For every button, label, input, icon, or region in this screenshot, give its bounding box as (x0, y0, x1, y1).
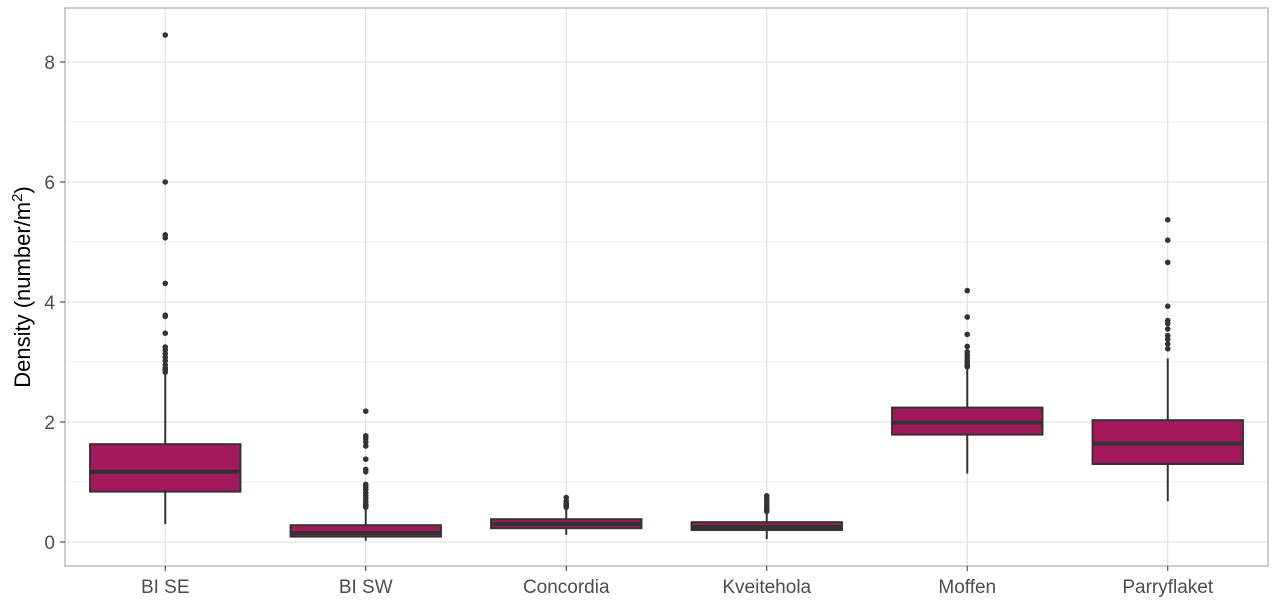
outlier-point (1164, 217, 1171, 223)
x-tick-label: BI SE (141, 577, 190, 598)
outlier-point (1164, 336, 1171, 343)
y-tick-label: 0 (44, 533, 55, 554)
outlier-point (763, 508, 770, 515)
box-group (89, 32, 242, 524)
outlier-point (1164, 303, 1171, 310)
outlier-point (964, 364, 971, 370)
y-tick-label: 4 (44, 293, 55, 314)
outlier-point (362, 456, 369, 463)
y-tick-label: 8 (44, 53, 55, 74)
outlier-point (162, 280, 169, 287)
y-axis-ticks: 0 2 4 6 8 (44, 53, 65, 554)
outlier-point (362, 408, 369, 415)
outlier-point (1164, 341, 1171, 347)
box-plots (89, 32, 1244, 541)
outlier-point (362, 439, 369, 445)
outlier-point (1164, 346, 1171, 352)
box-group (1091, 217, 1244, 502)
grid-lines (65, 8, 1268, 566)
y-tick-label: 2 (44, 413, 55, 434)
outlier-point (162, 358, 169, 364)
outlier-point (162, 32, 169, 38)
x-axis-ticks: BI SE BI SW Concordia Kveitehola Moffen Parry… (141, 566, 1214, 598)
plot-panel-border (64, 7, 1269, 567)
box-group (690, 493, 843, 539)
y-axis-title: Density (number/m2) (9, 186, 35, 388)
outlier-point (362, 504, 369, 511)
outlier-point (162, 235, 169, 241)
box-iqr (289, 524, 442, 538)
outlier-point (1164, 320, 1171, 327)
box-group (891, 287, 1044, 474)
outlier-point (162, 179, 169, 185)
outlier-point (1164, 326, 1171, 332)
outlier-point (1164, 259, 1171, 266)
box-iqr (89, 443, 242, 493)
outlier-point (964, 287, 971, 294)
outlier-point (162, 330, 169, 337)
x-tick-label: Kveitehola (722, 577, 811, 598)
outlier-point (964, 314, 971, 320)
outlier-point (362, 443, 369, 449)
outlier-point (162, 369, 169, 376)
outlier-point (964, 331, 971, 338)
x-tick-label: Concordia (523, 577, 610, 598)
box-group (289, 408, 442, 541)
outlier-point (563, 504, 570, 511)
x-tick-label: Moffen (938, 577, 996, 598)
outlier-point (362, 469, 369, 475)
x-tick-label: BI SW (339, 577, 393, 598)
box-group (490, 494, 643, 535)
x-tick-label: Parryflaket (1122, 577, 1214, 598)
y-tick-label: 6 (44, 173, 55, 194)
outlier-point (162, 313, 169, 320)
outlier-point (1164, 237, 1171, 243)
outlier-point (964, 343, 971, 350)
